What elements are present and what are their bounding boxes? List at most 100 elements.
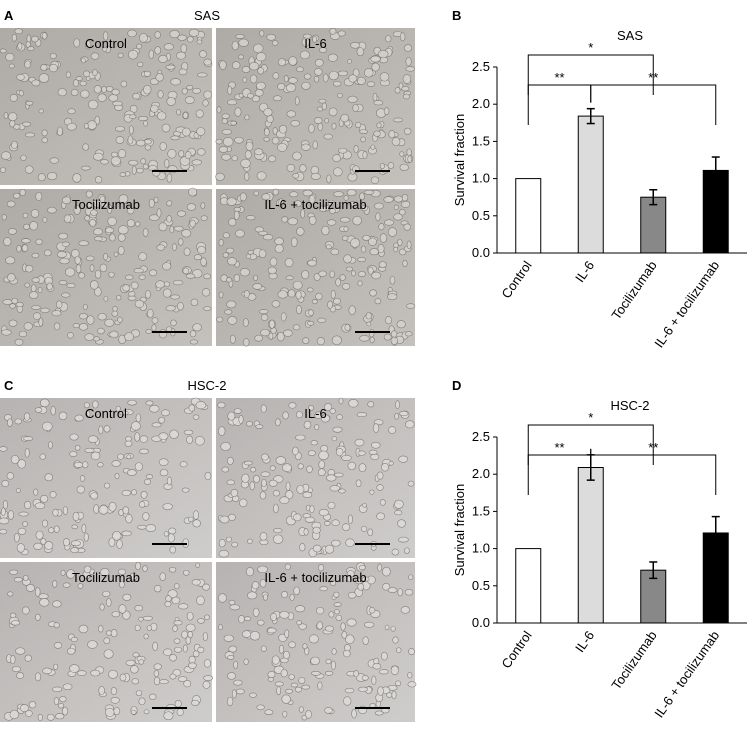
cell bbox=[371, 675, 377, 685]
cell bbox=[62, 538, 70, 547]
cell bbox=[243, 290, 250, 299]
cell bbox=[215, 172, 225, 181]
cell bbox=[47, 171, 58, 181]
cell bbox=[268, 155, 277, 163]
cell bbox=[233, 274, 241, 283]
cell bbox=[72, 173, 82, 183]
cell bbox=[202, 583, 210, 591]
panel-label: A bbox=[4, 8, 14, 23]
cell bbox=[1, 329, 12, 336]
cell bbox=[230, 120, 237, 126]
cell bbox=[176, 51, 186, 60]
cell bbox=[153, 663, 162, 670]
cell bbox=[260, 328, 270, 337]
cell bbox=[110, 629, 118, 638]
y-tick-label: 1.0 bbox=[472, 541, 490, 556]
cell bbox=[235, 688, 245, 695]
cell bbox=[228, 513, 236, 521]
cell bbox=[261, 478, 267, 488]
cell bbox=[49, 52, 57, 60]
cell bbox=[122, 284, 131, 292]
cell bbox=[238, 414, 244, 424]
cell bbox=[167, 533, 175, 543]
cell bbox=[156, 208, 162, 218]
cell bbox=[134, 221, 141, 227]
cell bbox=[277, 58, 287, 67]
cell bbox=[254, 148, 264, 156]
cell bbox=[359, 192, 365, 201]
cell bbox=[47, 206, 57, 214]
cell bbox=[227, 257, 237, 266]
cell bbox=[120, 80, 128, 88]
cell bbox=[129, 114, 137, 120]
cell bbox=[295, 605, 306, 613]
cell bbox=[117, 568, 127, 575]
cell bbox=[166, 173, 173, 183]
cell bbox=[289, 593, 295, 601]
cell bbox=[256, 704, 265, 711]
cell bbox=[162, 262, 172, 271]
cell bbox=[18, 90, 24, 97]
cell bbox=[99, 603, 105, 611]
cell bbox=[285, 481, 291, 491]
cell bbox=[327, 53, 338, 62]
cell bbox=[294, 96, 300, 106]
cell bbox=[145, 474, 153, 479]
cell bbox=[53, 697, 60, 705]
cell bbox=[262, 234, 274, 241]
cell bbox=[147, 308, 154, 319]
cell bbox=[249, 631, 261, 641]
cell bbox=[258, 309, 269, 314]
cell bbox=[367, 401, 375, 408]
cell bbox=[59, 696, 67, 703]
cell bbox=[24, 447, 30, 458]
cell bbox=[155, 280, 166, 289]
cell bbox=[77, 583, 84, 589]
cell bbox=[222, 136, 234, 147]
cell bbox=[48, 441, 53, 449]
cell bbox=[368, 607, 376, 614]
cell bbox=[396, 320, 406, 329]
cell bbox=[312, 36, 318, 43]
cell bbox=[181, 87, 188, 95]
cell bbox=[186, 85, 194, 90]
cell bbox=[317, 681, 323, 690]
cell bbox=[140, 491, 148, 499]
cell bbox=[103, 649, 114, 659]
cell bbox=[24, 264, 34, 273]
cell bbox=[230, 488, 239, 497]
cell bbox=[75, 76, 83, 81]
cell bbox=[131, 165, 137, 175]
bar bbox=[640, 196, 667, 254]
cell bbox=[76, 485, 85, 494]
cell bbox=[357, 76, 366, 86]
cell bbox=[187, 516, 194, 522]
x-tick-label: IL-6 bbox=[572, 628, 597, 655]
cell bbox=[58, 232, 69, 240]
cell bbox=[57, 250, 67, 259]
cell bbox=[379, 72, 390, 82]
micrograph-label: Control bbox=[85, 406, 127, 421]
cell bbox=[163, 648, 173, 656]
micrograph-label: IL-6 bbox=[304, 36, 326, 51]
cell bbox=[361, 576, 370, 582]
cell bbox=[121, 530, 132, 537]
cell bbox=[369, 248, 380, 256]
cell bbox=[295, 434, 306, 441]
cell bbox=[260, 404, 267, 413]
cell bbox=[153, 670, 159, 678]
cell bbox=[31, 252, 40, 259]
cell bbox=[203, 675, 214, 681]
cell bbox=[145, 524, 157, 532]
cell bbox=[149, 693, 157, 700]
cell bbox=[11, 140, 18, 149]
cell bbox=[139, 501, 146, 508]
cell bbox=[218, 146, 229, 153]
cell bbox=[110, 156, 121, 166]
cell bbox=[296, 411, 303, 419]
cell bbox=[90, 451, 101, 461]
cell bbox=[370, 144, 376, 150]
cell bbox=[299, 50, 310, 60]
cell bbox=[375, 212, 381, 222]
cell bbox=[117, 52, 124, 58]
